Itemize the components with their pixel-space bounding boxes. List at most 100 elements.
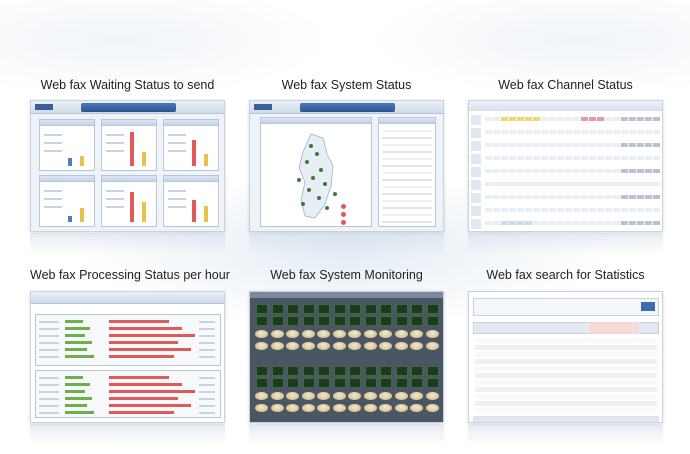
region-panel: [101, 119, 157, 171]
region-panel: [39, 119, 95, 171]
channel-cell: [645, 195, 652, 199]
channel-cell: [493, 117, 500, 121]
channel-cell: [541, 182, 548, 186]
thumbnail-channel-status[interactable]: [468, 100, 663, 232]
table-row: [382, 172, 432, 174]
count-label: [199, 321, 215, 323]
channel-cell: [525, 169, 532, 173]
status-tile: [271, 316, 284, 326]
top-bar: [250, 292, 443, 298]
table-row: [382, 221, 432, 223]
panel-header: [40, 120, 94, 126]
channel-cell: [629, 130, 636, 134]
channel-cell: [613, 156, 620, 160]
channel-cell: [637, 195, 644, 199]
count-label: [199, 349, 215, 351]
channel-cell: [597, 195, 604, 199]
map-marker: [311, 176, 315, 180]
row-label: [471, 180, 481, 190]
panel-header: [102, 120, 156, 126]
channel-cell: [645, 156, 652, 160]
status-tile: [287, 316, 299, 326]
table-row: [475, 359, 657, 364]
status-tile: [302, 378, 315, 388]
title-banner: [300, 103, 395, 112]
channel-cell: [533, 169, 540, 173]
map-marker: [315, 152, 319, 156]
channel-cell: [597, 182, 604, 186]
table-row: [382, 207, 432, 209]
channel-cell: [621, 182, 628, 186]
table-row: [382, 200, 432, 202]
card-title: Web fax System Status: [281, 78, 412, 92]
channel-cell: [573, 169, 580, 173]
channel-cell: [581, 208, 588, 212]
gauge-disc: [410, 342, 423, 350]
channel-cell: [533, 208, 540, 212]
chart-bar: [204, 206, 208, 222]
table-panel: [378, 117, 436, 227]
fail-bar: [109, 376, 169, 379]
channel-cell: [549, 117, 556, 121]
channel-cell: [621, 208, 628, 212]
count-label: [199, 342, 215, 344]
channel-cell: [589, 195, 596, 199]
table-row: [475, 345, 657, 350]
channel-cell: [549, 221, 556, 225]
gauge-disc: [363, 330, 377, 338]
success-bar: [65, 376, 83, 379]
gauge-disc: [317, 342, 330, 350]
channel-cell: [533, 182, 540, 186]
status-tile: [426, 366, 439, 376]
thumbnail-processing-status[interactable]: [30, 291, 225, 423]
table-row: [382, 130, 432, 132]
channel-cell: [645, 117, 652, 121]
channel-cell: [637, 169, 644, 173]
channel-cell: [509, 169, 516, 173]
fail-bar: [109, 397, 178, 400]
axis-line: [106, 190, 124, 192]
channel-cell: [565, 208, 572, 212]
thumbnail-statistics-search[interactable]: [468, 291, 663, 423]
channel-cell: [493, 143, 500, 147]
channel-cell: [613, 169, 620, 173]
status-tile: [302, 316, 315, 326]
hour-label: [39, 356, 59, 358]
status-tile: [395, 378, 408, 388]
gauge-disc: [410, 392, 423, 400]
channel-cell: [613, 195, 620, 199]
hour-label: [39, 391, 59, 393]
channel-cell: [629, 221, 636, 225]
channel-cell: [581, 143, 588, 147]
channel-cell: [549, 143, 556, 147]
table-row: [382, 158, 432, 160]
channel-cell: [613, 182, 620, 186]
channel-cell: [613, 208, 620, 212]
channel-cell: [637, 143, 644, 147]
gauge-disc: [425, 330, 439, 338]
gauge-disc: [255, 392, 268, 400]
channel-cell: [557, 182, 564, 186]
channel-cell: [525, 130, 532, 134]
channel-cell: [485, 169, 492, 173]
hour-label: [39, 342, 59, 344]
gauge-disc: [270, 342, 284, 350]
channel-cell: [629, 143, 636, 147]
channel-cell: [501, 156, 508, 160]
channel-cell: [573, 156, 580, 160]
table-row: [475, 366, 657, 371]
channel-cell: [501, 169, 508, 173]
status-tile: [380, 378, 392, 388]
status-tile: [333, 304, 346, 314]
status-tile: [302, 304, 315, 314]
thumbnail-system-monitoring[interactable]: [249, 291, 444, 423]
success-bar: [65, 355, 94, 358]
status-tile: [256, 378, 268, 388]
status-tile: [426, 304, 439, 314]
fail-bar: [109, 383, 182, 386]
channel-cell: [525, 208, 532, 212]
thumbnail-system-status[interactable]: [249, 100, 444, 232]
thumbnail-waiting-status[interactable]: [30, 100, 225, 232]
channel-cell: [525, 117, 532, 121]
table-row: [382, 165, 432, 167]
